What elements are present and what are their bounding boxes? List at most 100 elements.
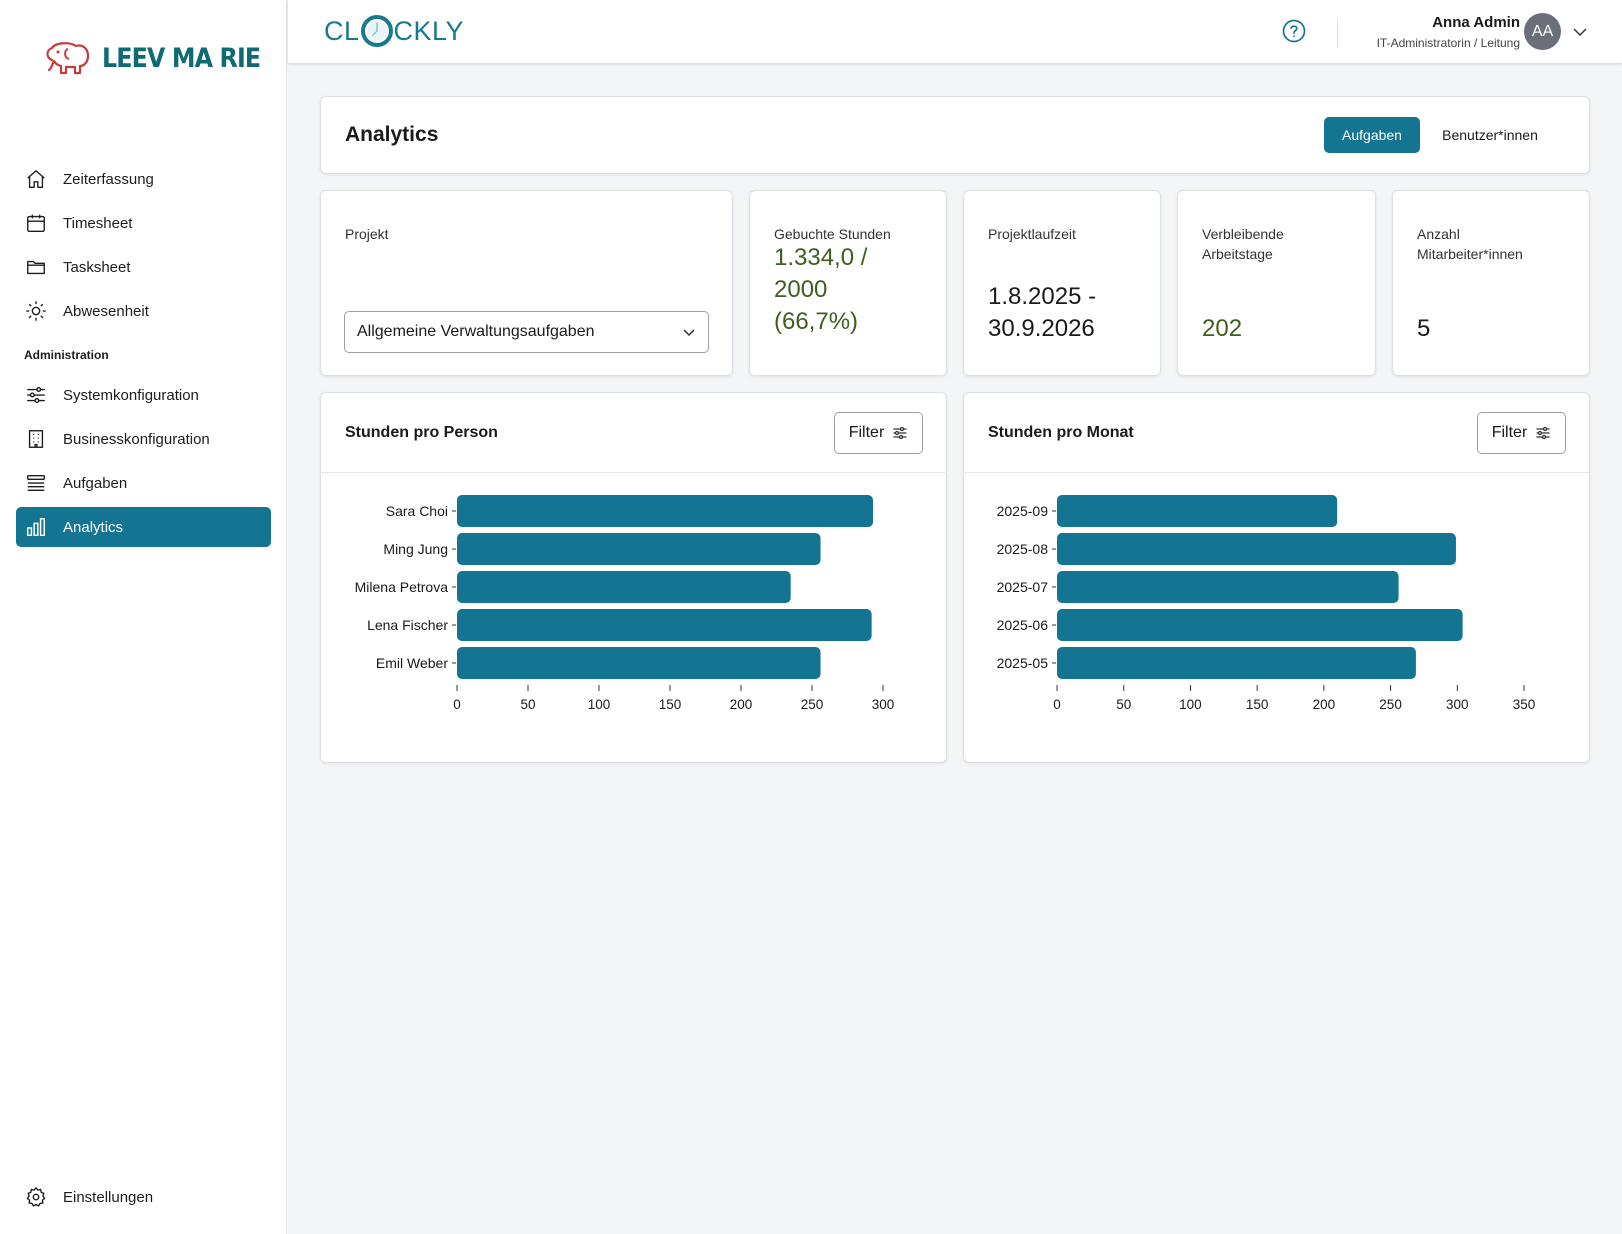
sidebar-item-systemkonfiguration[interactable]: Systemkonfiguration xyxy=(16,375,271,415)
admin-section-heading: Administration xyxy=(24,348,109,362)
chevron-down-icon xyxy=(683,329,695,337)
sidebar-item-analytics[interactable]: Analytics xyxy=(16,507,271,547)
x-tick-label: 150 xyxy=(659,697,682,712)
y-tick-label: Milena Petrova xyxy=(355,579,449,595)
page-title: Analytics xyxy=(345,123,439,146)
x-tick-label: 50 xyxy=(1116,697,1131,712)
y-tick-label: Ming Jung xyxy=(383,541,448,557)
project-select[interactable]: Allgemeine Verwaltungsaufgaben xyxy=(344,311,709,353)
y-tick-label: 2025-09 xyxy=(997,503,1049,519)
chart-bar[interactable] xyxy=(1057,609,1463,641)
sidebar-item-timesheet[interactable]: Timesheet xyxy=(16,203,271,243)
booked-hours-card: Gebuchte Stunden 1.334,0 / 2000 (66,7%) xyxy=(749,190,947,376)
employee-count-value: 5 xyxy=(1417,315,1431,342)
x-tick-label: 100 xyxy=(1179,697,1202,712)
x-tick-label: 50 xyxy=(520,697,535,712)
sidebar-item-zeiterfassung[interactable]: Zeiterfassung xyxy=(16,159,271,199)
remaining-days-label-line2: Arbeitstage xyxy=(1202,246,1273,262)
tab-benutzer[interactable]: Benutzer*innen xyxy=(1442,127,1538,143)
building-icon xyxy=(24,427,48,451)
x-tick-label: 200 xyxy=(1313,697,1336,712)
user-name: Anna Admin xyxy=(1432,14,1520,31)
chart-title: Stunden pro Person xyxy=(345,424,498,441)
sidebar-item-businesskonfiguration[interactable]: Businesskonfiguration xyxy=(16,419,271,459)
employee-count-label-line2: Mitarbeiter*innen xyxy=(1417,246,1523,262)
chart-bar[interactable] xyxy=(457,533,821,565)
stack-icon xyxy=(24,471,48,495)
filter-label: Filter xyxy=(848,424,885,441)
project-duration-label: Projektlaufzeit xyxy=(988,226,1076,242)
remaining-days-label: Verbleibende Arbeitstage xyxy=(1202,224,1284,264)
x-tick-label: 300 xyxy=(1446,697,1469,712)
sidebar-item-label: Tasksheet xyxy=(63,258,131,276)
sidebar-item-label: Einstellungen xyxy=(63,1188,154,1206)
bar-chart-icon xyxy=(24,515,48,539)
app-brand[interactable]: CL CKLY xyxy=(324,14,464,48)
project-duration-card: Projektlaufzeit 1.8.2025 - 30.9.2026 xyxy=(963,190,1161,376)
filter-button[interactable]: Filter xyxy=(834,412,923,454)
sun-icon xyxy=(24,299,48,323)
folder-icon xyxy=(24,255,48,279)
sidebar-item-abwesenheit[interactable]: Abwesenheit xyxy=(16,291,271,331)
employee-count-label-line1: Anzahl xyxy=(1417,226,1460,242)
project-select-value: Allgemeine Verwaltungsaufgaben xyxy=(357,323,595,340)
company-logo-text: LEEV MA RIE xyxy=(102,42,261,74)
home-icon xyxy=(24,167,48,191)
y-tick-label: 2025-06 xyxy=(997,617,1049,633)
chart-header: Stunden pro Monat Filter xyxy=(964,393,1589,473)
sidebar: LEEV MA RIE Zeiterfassung Timesheet Task… xyxy=(0,0,287,1234)
project-label: Projekt xyxy=(345,226,389,242)
x-tick-label: 350 xyxy=(1513,697,1536,712)
tab-aufgaben[interactable]: Aufgaben xyxy=(1324,117,1420,153)
sidebar-item-einstellungen[interactable]: Einstellungen xyxy=(16,1177,271,1217)
sliders-icon xyxy=(24,383,48,407)
x-tick-label: 0 xyxy=(1053,697,1061,712)
x-tick-label: 300 xyxy=(872,697,895,712)
chart-bar[interactable] xyxy=(457,609,872,641)
hours-per-person-chart: Sara Choi Ming Jung Milena Petrova Lena Fis… xyxy=(355,495,895,712)
user-info: Anna Admin IT-Administratorin / Leitung xyxy=(1377,14,1520,50)
gear-icon xyxy=(24,1185,48,1209)
sliders-icon xyxy=(893,426,907,440)
chart-header: Stunden pro Person Filter xyxy=(321,393,946,473)
y-tick-label: Emil Weber xyxy=(376,655,448,671)
sidebar-item-label: Businesskonfiguration xyxy=(63,430,210,448)
chart-bar[interactable] xyxy=(1057,647,1416,679)
booked-hours-value-line3: (66,7%) xyxy=(774,308,859,335)
analytics-header-card: Analytics Aufgaben Benutzer*innen xyxy=(320,96,1590,174)
sidebar-item-label: Timesheet xyxy=(63,214,133,232)
sidebar-item-label: Analytics xyxy=(63,518,124,536)
chart-bar[interactable] xyxy=(1057,495,1338,527)
sidebar-item-tasksheet[interactable]: Tasksheet xyxy=(16,247,271,287)
sidebar-item-label: Systemkonfiguration xyxy=(63,386,199,404)
x-tick-label: 250 xyxy=(1379,697,1402,712)
sidebar-item-label: Zeiterfassung xyxy=(63,170,154,188)
project-duration-start: 1.8.2025 - xyxy=(988,283,1097,310)
y-tick-label: Sara Choi xyxy=(386,503,448,519)
chart-bar[interactable] xyxy=(1057,571,1399,603)
remaining-days-value: 202 xyxy=(1202,315,1243,342)
chart-bar[interactable] xyxy=(457,495,874,527)
chart-bar[interactable] xyxy=(457,571,791,603)
remaining-days-label-line1: Verbleibende xyxy=(1202,226,1284,242)
project-duration-end: 30.9.2026 xyxy=(988,315,1095,342)
main-nav: Zeiterfassung Timesheet Tasksheet Abwese… xyxy=(16,159,271,551)
sidebar-footer: Einstellungen xyxy=(16,1177,271,1221)
chevron-down-icon[interactable] xyxy=(1570,22,1590,42)
help-icon[interactable] xyxy=(1282,19,1306,43)
clock-icon xyxy=(360,15,393,47)
chart-bar[interactable] xyxy=(457,647,821,679)
project-card: Projekt Allgemeine Verwaltungsaufgaben xyxy=(320,190,733,376)
sidebar-item-aufgaben[interactable]: Aufgaben xyxy=(16,463,271,503)
hours-per-month-card: Stunden pro Monat Filter 2025-09 2025-08 2… xyxy=(963,392,1590,763)
sidebar-item-label: Aufgaben xyxy=(63,474,128,492)
y-tick-label: 2025-05 xyxy=(997,655,1049,671)
filter-button[interactable]: Filter xyxy=(1477,412,1566,454)
x-tick-label: 200 xyxy=(730,697,753,712)
hours-per-person-card: Stunden pro Person Filter Sara Choi Ming … xyxy=(320,392,947,763)
top-bar: CL CKLY Anna Admin IT-Administratorin / … xyxy=(288,0,1622,63)
chart-title: Stunden pro Monat xyxy=(988,424,1134,441)
y-tick-label: 2025-07 xyxy=(997,579,1049,595)
chart-bar[interactable] xyxy=(1057,533,1456,565)
avatar[interactable]: AA xyxy=(1524,13,1561,50)
